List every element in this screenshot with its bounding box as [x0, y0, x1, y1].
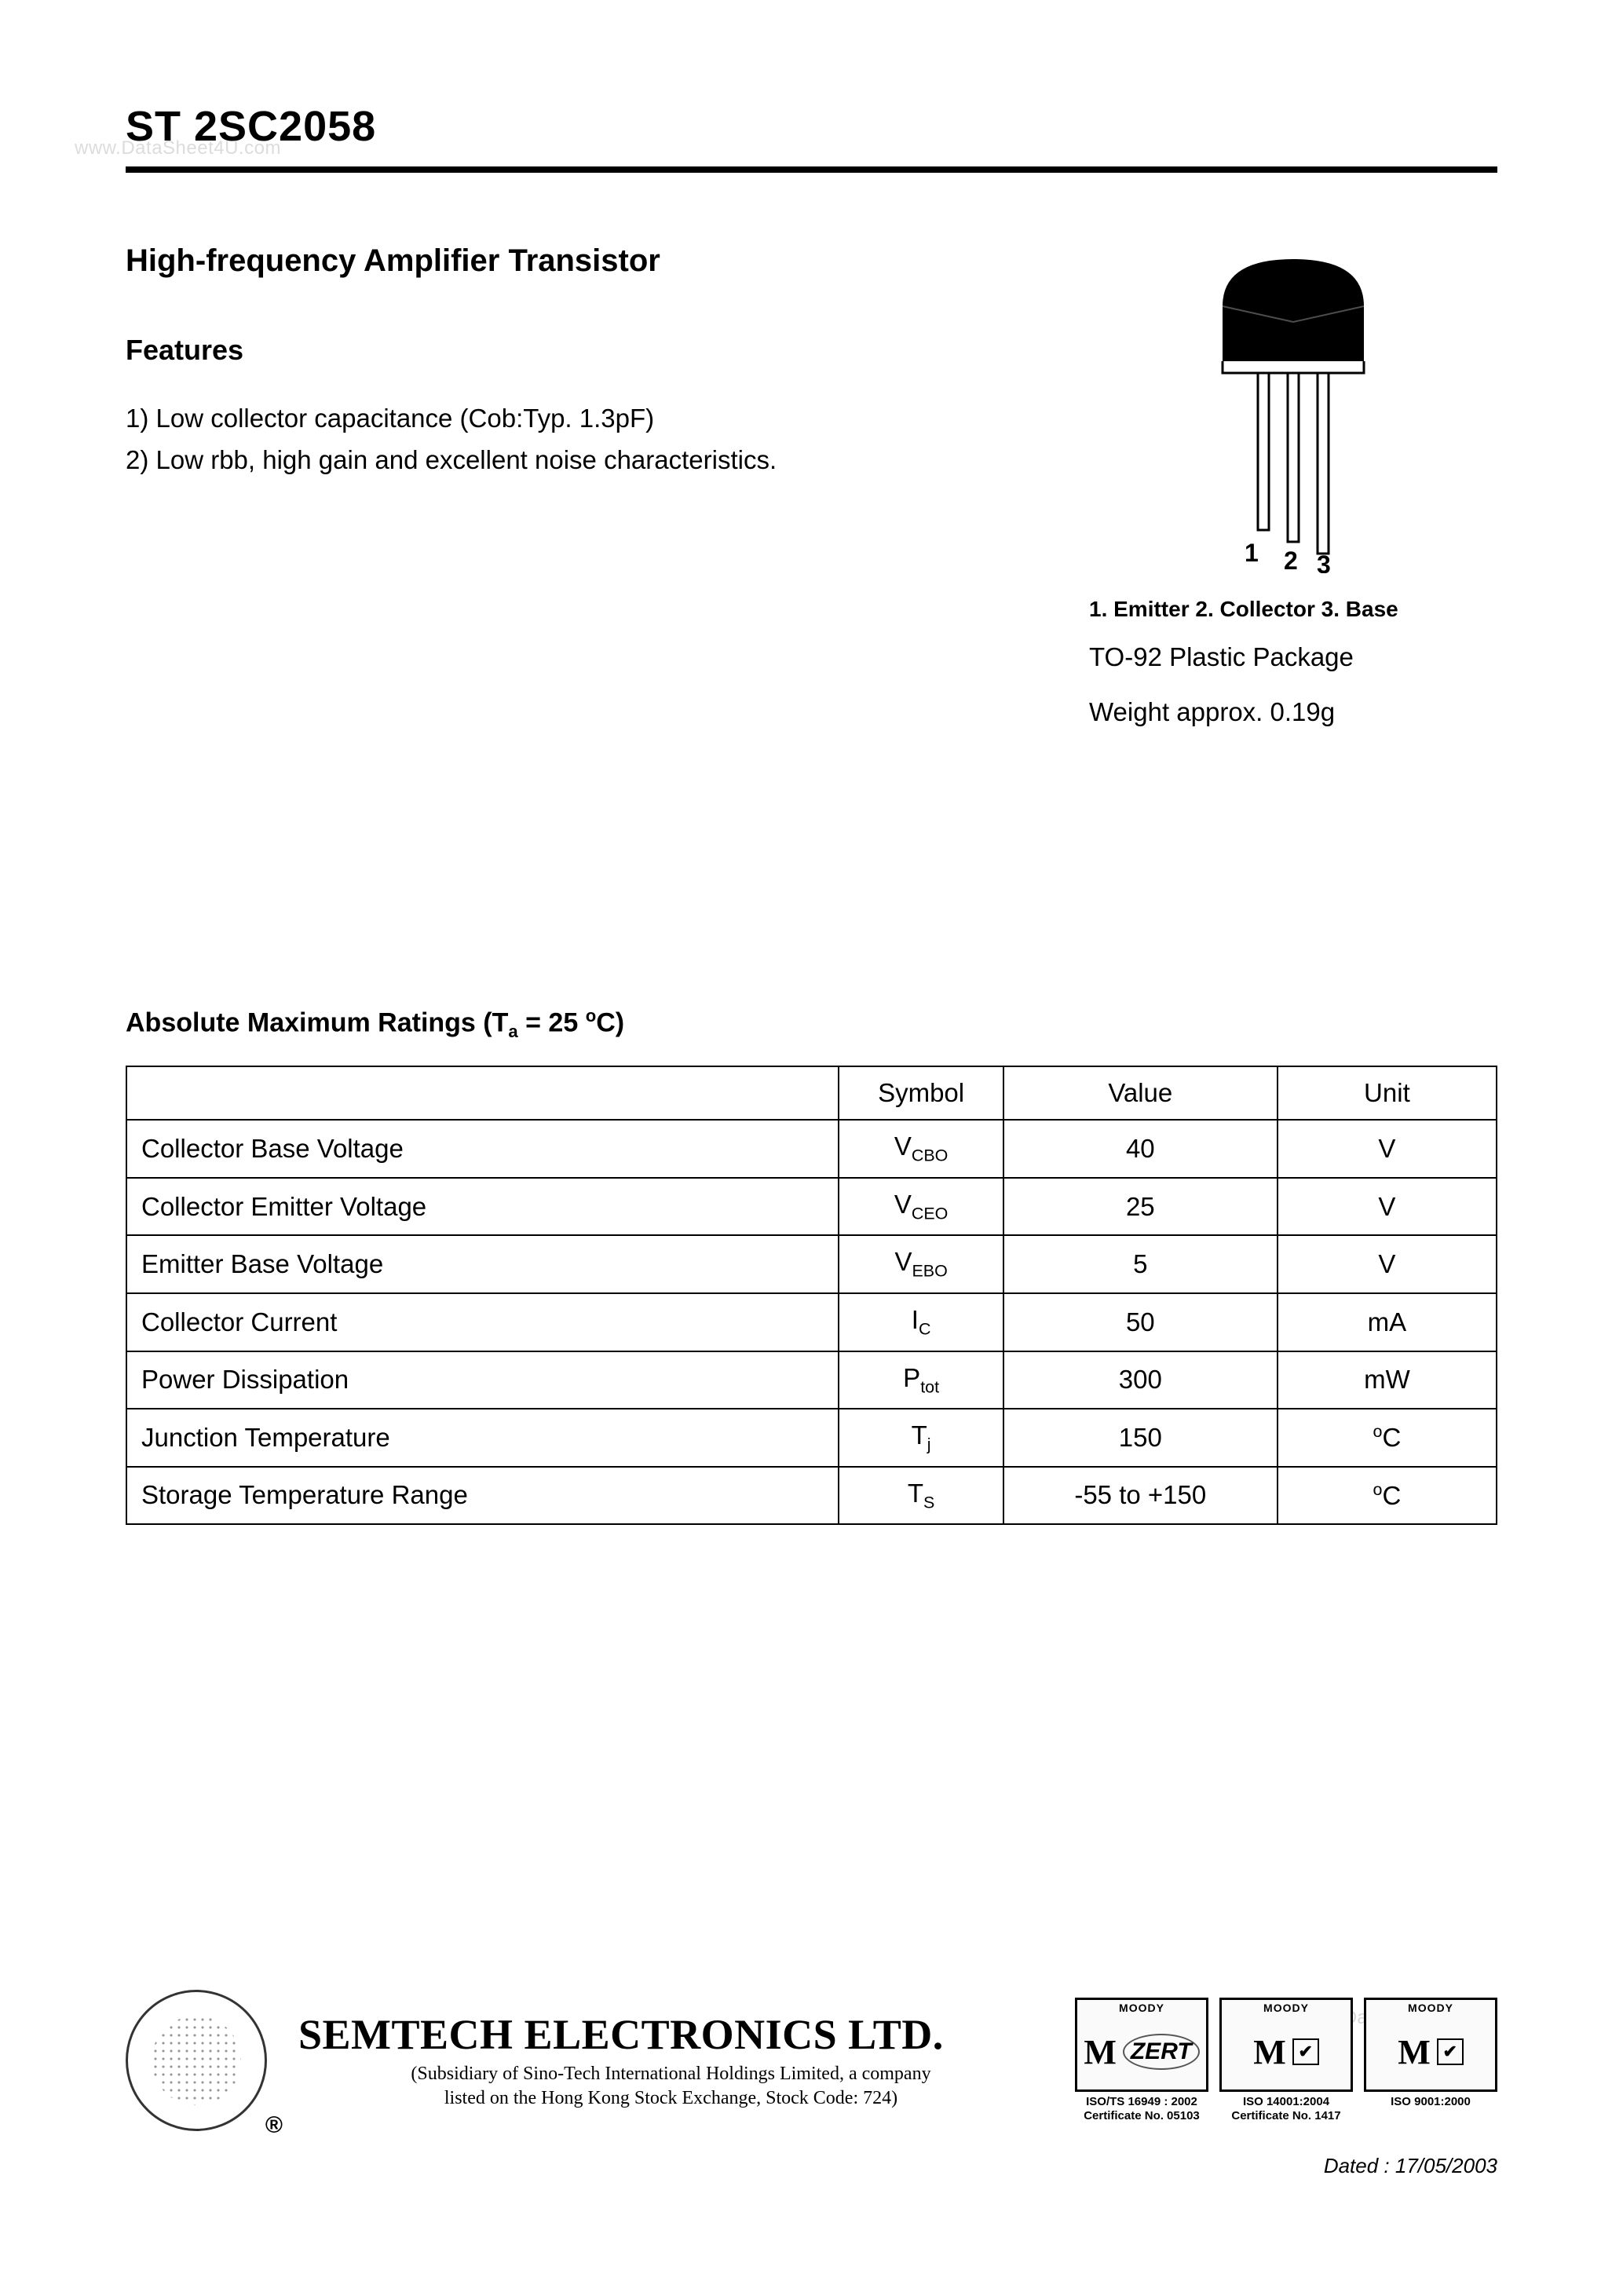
dated-line: Dated : 17/05/2003 — [1324, 2154, 1497, 2178]
cert-box-icon: MOODYM✔ — [1364, 1998, 1497, 2092]
cell-param: Collector Current — [126, 1293, 839, 1351]
col-unit: Unit — [1278, 1066, 1497, 1120]
ratings-table: Symbol Value Unit Collector Base Voltage… — [126, 1066, 1497, 1525]
cell-value: -55 to +150 — [1003, 1467, 1278, 1525]
ratings-body: Collector Base VoltageVCBO40VCollector E… — [126, 1120, 1497, 1524]
cell-param: Storage Temperature Range — [126, 1467, 839, 1525]
cert-badge: MOODYMZERT ISO/TS 16949 : 2002Certificate… — [1075, 1998, 1208, 2123]
col-param — [126, 1066, 839, 1120]
logo-circle-icon — [126, 1990, 267, 2131]
cert-box-icon: MOODYM✔ — [1219, 1998, 1353, 2092]
cell-param: Collector Emitter Voltage — [126, 1178, 839, 1236]
pin-label-2: 2 — [1284, 547, 1298, 573]
cert-badge: MOODYM✔ ISO 14001:2004Certificate No. 141… — [1219, 1998, 1353, 2123]
company-name: SEMTECH ELECTRONICS LTD. — [298, 2010, 1044, 2059]
header-rule — [126, 166, 1497, 173]
table-row: Collector Emitter VoltageVCEO25V — [126, 1178, 1497, 1236]
package-weight: Weight approx. 0.19g — [1089, 693, 1497, 732]
page-title: High-frequency Amplifier Transistor — [126, 243, 777, 279]
part-number: ST 2SC2058 — [126, 102, 1497, 151]
package-type: TO-92 Plastic Package — [1089, 638, 1497, 677]
cert-caption: ISO 9001:2000 — [1364, 2095, 1497, 2109]
cell-param: Power Dissipation — [126, 1351, 839, 1409]
ratings-heading: Absolute Maximum Ratings (Ta = 25 oC) — [126, 1006, 1497, 1042]
company-subsidiary: (Subsidiary of Sino-Tech International H… — [298, 2062, 1044, 2111]
cell-value: 25 — [1003, 1178, 1278, 1236]
table-row: Storage Temperature RangeTS-55 to +150oC — [126, 1467, 1497, 1525]
cert-box-icon: MOODYMZERT — [1075, 1998, 1208, 2092]
cell-symbol: VEBO — [839, 1235, 1003, 1293]
cell-symbol: Ptot — [839, 1351, 1003, 1409]
cell-unit: V — [1278, 1178, 1497, 1236]
cell-unit: mA — [1278, 1293, 1497, 1351]
registered-mark: ® — [265, 2112, 283, 2139]
cell-param: Junction Temperature — [126, 1409, 839, 1467]
cell-param: Emitter Base Voltage — [126, 1235, 839, 1293]
cell-symbol: VCBO — [839, 1120, 1003, 1178]
cert-badge: MOODYM✔ ISO 9001:2000 — [1364, 1998, 1497, 2123]
table-row: Collector CurrentIC50mA — [126, 1293, 1497, 1351]
cell-unit: mW — [1278, 1351, 1497, 1409]
col-symbol: Symbol — [839, 1066, 1003, 1120]
to92-package-icon: 1 2 3 — [1191, 243, 1395, 573]
cell-value: 5 — [1003, 1235, 1278, 1293]
cell-value: 40 — [1003, 1120, 1278, 1178]
feature-item: 1) Low collector capacitance (Cob:Typ. 1… — [126, 398, 777, 440]
cell-symbol: VCEO — [839, 1178, 1003, 1236]
table-row: Junction TemperatureTj150oC — [126, 1409, 1497, 1467]
feature-item: 2) Low rbb, high gain and excellent nois… — [126, 440, 777, 481]
cell-unit: oC — [1278, 1467, 1497, 1525]
pin-label-1: 1 — [1245, 539, 1259, 567]
table-header-row: Symbol Value Unit — [126, 1066, 1497, 1120]
cell-unit: oC — [1278, 1409, 1497, 1467]
pinout-legend: 1. Emitter 2. Collector 3. Base — [1089, 597, 1497, 622]
cell-value: 300 — [1003, 1351, 1278, 1409]
datasheet-page: www.DataSheet4U.com ST 2SC2058 High-freq… — [0, 0, 1623, 2296]
table-row: Emitter Base VoltageVEBO5V — [126, 1235, 1497, 1293]
text-column: High-frequency Amplifier Transistor Feat… — [126, 243, 777, 481]
footer: ® SEMTECH ELECTRONICS LTD. (Subsidiary o… — [126, 1990, 1497, 2131]
features-heading: Features — [126, 334, 777, 367]
cell-unit: V — [1278, 1120, 1497, 1178]
cell-symbol: TS — [839, 1467, 1003, 1525]
cell-value: 50 — [1003, 1293, 1278, 1351]
cell-value: 150 — [1003, 1409, 1278, 1467]
cell-unit: V — [1278, 1235, 1497, 1293]
cert-block: MOODYMZERT ISO/TS 16949 : 2002Certificate… — [1075, 1998, 1497, 2123]
company-block: SEMTECH ELECTRONICS LTD. (Subsidiary of … — [298, 2010, 1044, 2111]
table-row: Power DissipationPtot300mW — [126, 1351, 1497, 1409]
package-column: 1 2 3 1. Emitter 2. Collector 3. Base TO… — [1089, 243, 1497, 731]
cell-param: Collector Base Voltage — [126, 1120, 839, 1178]
cert-caption: ISO/TS 16949 : 2002Certificate No. 05103 — [1075, 2095, 1208, 2123]
watermark-top: www.DataSheet4U.com — [75, 137, 281, 159]
cell-symbol: IC — [839, 1293, 1003, 1351]
company-logo: ® — [126, 1990, 267, 2131]
cert-caption: ISO 14001:2004Certificate No. 1417 — [1219, 2095, 1353, 2123]
top-section: High-frequency Amplifier Transistor Feat… — [126, 243, 1497, 731]
cell-symbol: Tj — [839, 1409, 1003, 1467]
col-value: Value — [1003, 1066, 1278, 1120]
pin-label-3: 3 — [1317, 550, 1331, 573]
table-row: Collector Base VoltageVCBO40V — [126, 1120, 1497, 1178]
